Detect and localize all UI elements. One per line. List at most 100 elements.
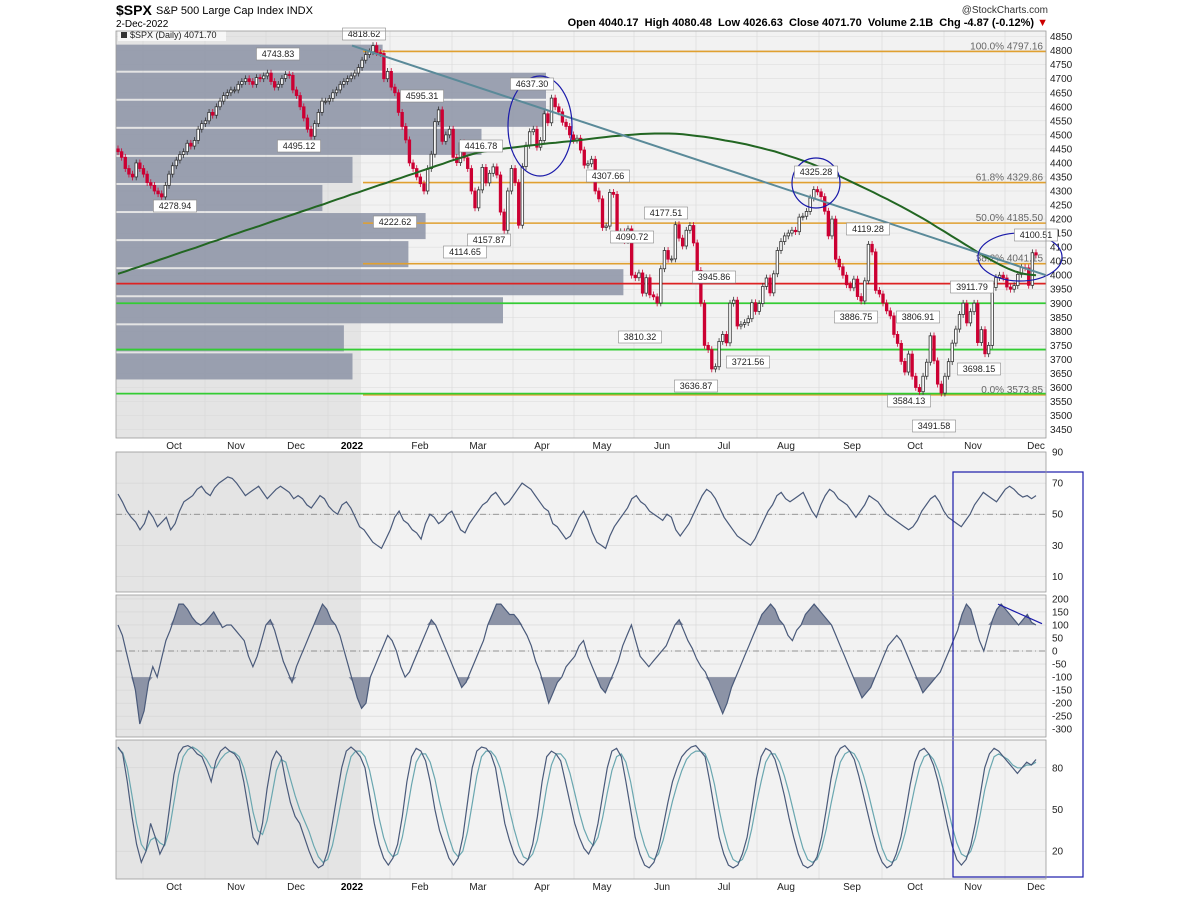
candle-body <box>779 241 783 251</box>
price-candle <box>123 153 127 172</box>
price-y-tick-label: 4000 <box>1050 271 1073 282</box>
candle-body <box>243 78 248 82</box>
candle-body <box>509 168 514 192</box>
candle-body <box>837 258 841 268</box>
price-annotation: 4743.83 <box>256 47 300 61</box>
price-candle <box>327 94 331 105</box>
price-candle <box>782 232 787 245</box>
candle-body <box>480 167 484 191</box>
price-x-label: Dec <box>287 441 305 452</box>
candle-body <box>170 165 175 175</box>
rsi-y-tick-label: 50 <box>1052 510 1064 521</box>
price-candle <box>939 380 943 397</box>
price-x-label: Sep <box>843 441 861 452</box>
candle-body <box>557 106 561 113</box>
candle-body <box>364 54 368 61</box>
candle-body <box>965 302 969 324</box>
stochastic-line <box>117 744 1037 869</box>
cci-y-tick-label: 150 <box>1052 607 1069 618</box>
candle-body <box>469 168 474 192</box>
open-label: Open <box>567 17 596 29</box>
price-candle <box>895 331 900 347</box>
price-candle <box>837 255 841 271</box>
price-candle <box>149 179 153 189</box>
candle-body <box>433 121 437 155</box>
price-candle <box>1005 274 1009 291</box>
candle-body <box>360 59 364 68</box>
candle-body <box>1005 277 1009 288</box>
price-x-label: Mar <box>469 441 487 452</box>
price-annotation: 3945.86 <box>692 270 736 284</box>
candle-body <box>400 112 404 127</box>
annotation-label: 3945.86 <box>698 272 731 282</box>
annotation-label: 3636.87 <box>680 381 713 391</box>
price-candle <box>247 75 251 85</box>
price-candle <box>1001 271 1005 282</box>
price-candle <box>269 69 273 85</box>
candle-body <box>163 184 168 198</box>
price-candle <box>349 72 353 83</box>
candle-body <box>855 278 860 297</box>
price-y-tick-label: 4400 <box>1050 158 1073 169</box>
price-y-tick-label: 4100 <box>1050 243 1073 254</box>
price-candle <box>517 179 521 229</box>
price-annotation: 3886.75 <box>834 310 878 324</box>
price-candle <box>236 80 240 94</box>
price-annotation: 4114.65 <box>443 245 487 259</box>
candle-body <box>185 142 189 153</box>
price-candle <box>965 299 969 327</box>
bottom-x-label: Dec <box>1027 882 1045 893</box>
price-candle <box>1034 249 1038 259</box>
annotation-box <box>644 206 688 220</box>
price-candle <box>702 299 707 349</box>
annotation-box <box>794 165 838 179</box>
price-candle <box>640 269 645 297</box>
annotation-box <box>950 280 994 294</box>
candle-body <box>269 72 273 82</box>
candle-body <box>531 128 535 133</box>
candle-body <box>782 235 787 242</box>
price-candle <box>804 208 809 220</box>
annotation-box <box>459 139 503 153</box>
candle-body <box>418 176 423 185</box>
price-candle <box>684 226 688 250</box>
price-candle <box>833 215 838 263</box>
candle-body <box>225 92 229 96</box>
price-candle <box>717 338 721 371</box>
price-candle <box>582 146 586 169</box>
candle-body <box>495 166 499 176</box>
annotation-label: 4637.30 <box>516 79 549 89</box>
candle-body <box>688 225 692 231</box>
price-y-tick-label: 4550 <box>1050 116 1073 127</box>
candle-body <box>138 162 142 169</box>
candle-body <box>713 366 718 370</box>
rsi-panel-border <box>115 451 1047 593</box>
price-candle <box>691 222 696 247</box>
bottom-x-label: 2022 <box>341 882 364 893</box>
bottom-x-label: Sep <box>843 882 861 893</box>
candle-body <box>524 144 528 167</box>
candle-body <box>753 302 758 312</box>
volume-profile-bar <box>116 44 383 71</box>
candle-body <box>881 293 885 304</box>
price-candle <box>152 182 157 195</box>
sto-panel-border <box>115 739 1047 880</box>
price-annotation: 3911.79 <box>950 280 994 294</box>
legend-label: $SPX (Daily) 4071.70 <box>130 30 217 40</box>
price-candle <box>338 80 342 94</box>
price-candle <box>145 170 149 186</box>
price-candle <box>655 293 659 307</box>
candle-body <box>287 74 291 76</box>
price-candle <box>578 134 583 154</box>
candle-body <box>677 224 681 239</box>
candle-body <box>323 100 328 103</box>
low-label: Low <box>718 17 741 29</box>
price-annotation: 3698.15 <box>957 362 1001 376</box>
price-annotation: 4119.28 <box>846 222 890 236</box>
cci-y-tick-label: -250 <box>1052 712 1072 723</box>
brand-watermark: @StockCharts.com <box>961 5 1048 16</box>
price-candle <box>677 221 681 242</box>
price-y-tick-label: 3650 <box>1050 369 1073 380</box>
candle-body <box>772 273 776 294</box>
price-x-label: Oct <box>166 441 182 452</box>
